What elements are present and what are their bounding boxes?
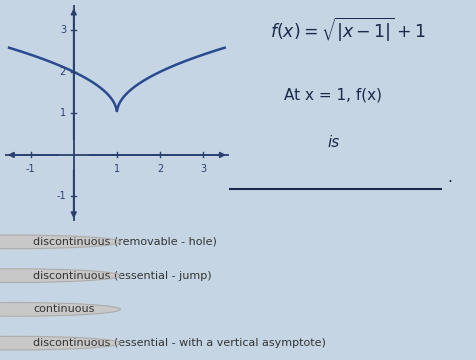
Text: -1: -1 (26, 164, 35, 174)
Circle shape (0, 269, 120, 282)
Text: 1: 1 (60, 108, 66, 118)
Text: -1: -1 (56, 192, 66, 202)
Circle shape (0, 336, 120, 350)
Text: .: . (446, 170, 451, 185)
Text: continuous: continuous (33, 304, 94, 314)
Text: 3: 3 (60, 25, 66, 35)
Text: discontinuous (removable - hole): discontinuous (removable - hole) (33, 237, 217, 247)
Text: 2: 2 (60, 67, 66, 77)
Text: 1: 1 (114, 164, 119, 174)
Text: discontinuous (essential - with a vertical asymptote): discontinuous (essential - with a vertic… (33, 338, 325, 348)
Circle shape (0, 235, 120, 249)
Circle shape (0, 303, 120, 316)
Text: $f(x) = \sqrt{|x-1|}+1$: $f(x) = \sqrt{|x-1|}+1$ (270, 16, 425, 44)
Text: 3: 3 (199, 164, 206, 174)
Text: discontinuous (essential - jump): discontinuous (essential - jump) (33, 271, 211, 281)
Text: is: is (327, 135, 339, 150)
Text: 2: 2 (157, 164, 163, 174)
Text: At x = 1, f(x): At x = 1, f(x) (284, 87, 382, 103)
